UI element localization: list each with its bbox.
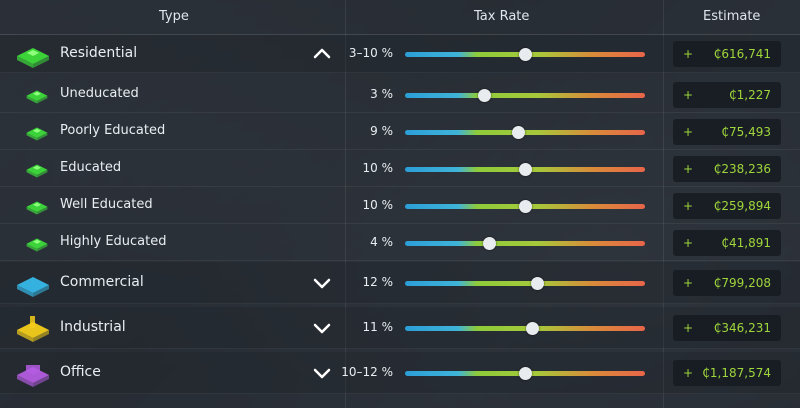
tax-rate-value: 12 %	[362, 275, 394, 289]
column-divider	[663, 0, 664, 408]
tax-rate-value: 10 %	[362, 160, 394, 175]
slider-knob[interactable]	[519, 367, 532, 380]
estimate-value: ₵259,894	[713, 198, 771, 213]
estimate-box: + ₵75,493	[673, 118, 781, 145]
estimate-box: + ₵346,231	[673, 315, 781, 341]
estimate-box: + ₵1,227	[673, 81, 781, 108]
row-label: Commercial	[60, 274, 144, 290]
row-divider	[0, 186, 800, 187]
estimate-value: ₵75,493	[721, 124, 771, 139]
estimate-value: ₵346,231	[713, 321, 771, 335]
estimate-box: + ₵799,208	[673, 270, 781, 296]
estimate-value: ₵1,227	[729, 87, 771, 102]
estimate-sign: +	[683, 124, 694, 139]
row-divider	[0, 223, 800, 224]
type-column-header: Type	[159, 9, 189, 24]
row-label: Residential	[60, 45, 138, 61]
residential-zone-icon	[24, 158, 50, 183]
estimate-sign: +	[683, 198, 694, 213]
tax-rate-value: 4 %	[370, 234, 393, 249]
slider-knob[interactable]	[531, 277, 544, 290]
table-header: Type Tax Rate Estimate	[0, 0, 800, 35]
residential-zone-icon	[24, 195, 50, 220]
estimate-sign: +	[683, 161, 694, 176]
row-divider	[0, 393, 800, 394]
category-row-commercial[interactable]: Commercial 12 % + ₵799,208	[0, 262, 800, 304]
residential-zone-icon	[24, 232, 50, 257]
estimate-value: ₵616,741	[713, 47, 771, 61]
category-row-office[interactable]: Office 10–12 % + ₵1,187,574	[0, 352, 800, 394]
office-zone-icon	[13, 357, 53, 393]
education-row-uneducated: Uneducated 3 % + ₵1,227	[0, 76, 800, 113]
tax-rate-slider[interactable]	[405, 281, 645, 286]
tax-rate-value: 10–12 %	[341, 365, 393, 379]
residential-zone-icon	[24, 84, 50, 109]
chevron-down-icon[interactable]	[310, 271, 334, 295]
commercial-zone-icon	[13, 267, 53, 303]
education-row-highly-educated: Highly Educated 4 % + ₵41,891	[0, 224, 800, 261]
slider-knob[interactable]	[483, 236, 496, 250]
estimate-value: ₵41,891	[721, 235, 771, 250]
estimate-box: + ₵41,891	[673, 229, 781, 256]
slider-knob[interactable]	[519, 199, 532, 213]
tax-rate-value: 9 %	[370, 123, 393, 138]
education-row-well-educated: Well Educated 10 % + ₵259,894	[0, 187, 800, 224]
tax-rate-slider[interactable]	[405, 326, 645, 331]
estimate-sign: +	[683, 87, 694, 102]
education-row-educated: Educated 10 % + ₵238,236	[0, 150, 800, 187]
category-row-residential[interactable]: Residential 3–10 % + ₵616,741	[0, 35, 800, 73]
tax-rate-value: 11 %	[362, 320, 394, 334]
tax-rate-value: 3 %	[370, 86, 393, 101]
row-divider	[0, 149, 800, 150]
residential-zone-icon	[24, 121, 50, 146]
row-label: Well Educated	[60, 196, 153, 212]
education-row-poorly-educated: Poorly Educated 9 % + ₵75,493	[0, 113, 800, 150]
tax-rate-value: 3–10 %	[348, 46, 393, 60]
chevron-down-icon[interactable]	[310, 361, 334, 385]
row-divider	[0, 303, 800, 304]
slider-knob[interactable]	[478, 88, 492, 102]
row-divider	[0, 260, 800, 261]
row-label: Industrial	[60, 319, 126, 335]
estimate-value: ₵1,187,574	[702, 366, 771, 380]
estimate-value: ₵238,236	[713, 161, 771, 176]
slider-knob[interactable]	[526, 322, 540, 335]
industrial-zone-icon	[13, 312, 53, 348]
row-label: Highly Educated	[60, 233, 167, 249]
slider-knob[interactable]	[519, 162, 532, 176]
estimate-sign: +	[683, 276, 694, 290]
row-divider	[0, 112, 800, 113]
slider-knob[interactable]	[519, 48, 532, 61]
estimate-sign: +	[683, 321, 694, 335]
tax-rate-slider[interactable]	[405, 92, 645, 98]
residential-zone-icon	[13, 38, 53, 74]
row-label: Office	[60, 364, 101, 380]
tax-rate-slider[interactable]	[405, 129, 645, 135]
estimate-sign: +	[683, 235, 694, 250]
row-label: Educated	[60, 159, 122, 175]
tax-rate-value: 10 %	[362, 197, 394, 212]
estimate-box: + ₵238,236	[673, 155, 781, 182]
estimate-box: + ₵259,894	[673, 192, 781, 219]
tax-rate-column-header: Tax Rate	[474, 9, 530, 24]
column-divider	[345, 0, 346, 408]
tax-rate-slider[interactable]	[405, 240, 645, 246]
row-divider	[0, 348, 800, 349]
estimate-value: ₵799,208	[713, 276, 771, 290]
row-divider	[0, 72, 800, 73]
chevron-down-icon[interactable]	[310, 316, 334, 340]
estimate-box: + ₵616,741	[673, 41, 781, 67]
row-label: Uneducated	[60, 85, 139, 101]
estimate-column-header: Estimate	[703, 9, 761, 24]
estimate-sign: +	[683, 47, 694, 61]
chevron-up-icon[interactable]	[310, 42, 334, 66]
estimate-box: + ₵1,187,574	[673, 360, 781, 386]
slider-knob[interactable]	[511, 125, 525, 139]
category-row-industrial[interactable]: Industrial 11 % + ₵346,231	[0, 307, 800, 349]
row-label: Poorly Educated	[60, 122, 166, 138]
estimate-sign: +	[683, 366, 694, 380]
